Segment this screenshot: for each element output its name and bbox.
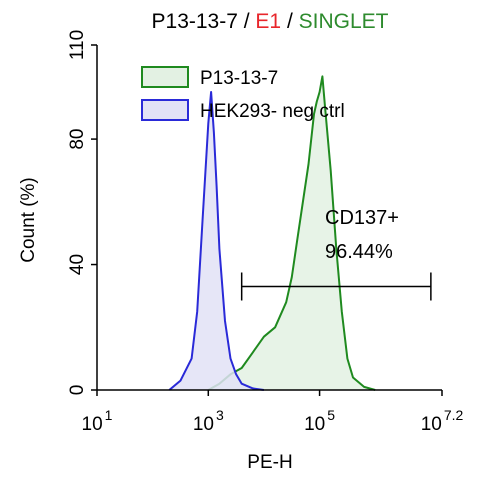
gate-value: 96.44% [325,241,393,263]
title-part-0: P13-13-7 [152,10,238,33]
plot-area [168,75,376,391]
series-fill-0 [208,76,376,391]
gate-label: CD137+ [325,207,399,229]
axes: 0 40 80 110 10 1 10 3 10 5 10 7.2 [67,30,464,435]
series-line-1 [168,91,265,391]
series-fill-1 [169,92,264,390]
x-tick-label: 10 5 [304,407,335,435]
x-axis-label: PE-H [247,452,292,473]
title-part-1: / [238,10,256,33]
y-axis-label: Count (%) [18,177,39,263]
title-part-4: SINGLET [299,10,389,33]
legend-label: HEK293- neg ctrl [200,101,345,122]
y-tick-label: 40 [67,254,88,275]
x-tick-label: 10 3 [193,407,224,435]
legend: P13-13-7 HEK293- neg ctrl [141,66,345,122]
x-tick-label: 10 7.2 [421,407,464,435]
x-tick-label: 10 1 [82,407,113,435]
chart-title: P13-13-7 / E1 / SINGLET [152,10,389,33]
y-tick-label: 80 [67,129,88,150]
title-part-2: E1 [255,10,281,33]
gate-annotation: CD137+ 96.44% [240,207,432,301]
y-tick-label: 110 [67,30,88,60]
title-part-3: / [281,10,299,33]
y-tick-label: 0 [67,385,88,396]
legend-swatch [141,66,189,88]
legend-label: P13-13-7 [200,68,278,89]
series-line-0 [207,75,376,391]
legend-swatch [141,99,189,121]
